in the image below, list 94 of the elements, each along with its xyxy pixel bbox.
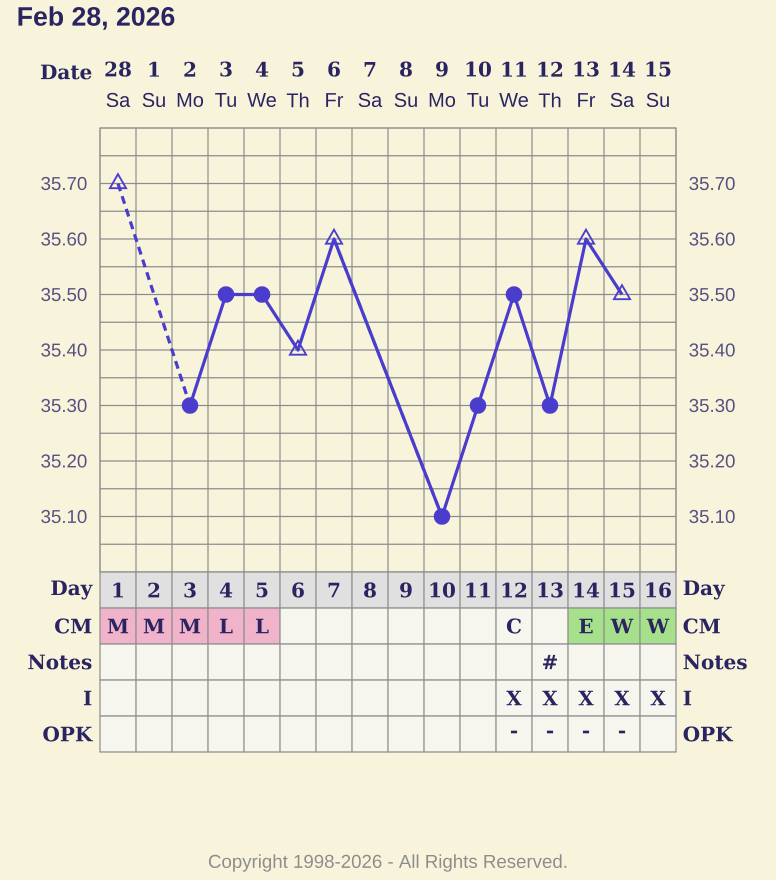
y-tick-label: CM bbox=[684, 618, 720, 634]
y-tick-label: 35.10 bbox=[41, 510, 87, 524]
x-tick-label: 15 bbox=[610, 582, 634, 598]
text: L bbox=[256, 618, 269, 634]
text: M bbox=[180, 618, 200, 634]
text: Tu bbox=[467, 93, 488, 107]
text: - bbox=[618, 730, 626, 734]
text: We bbox=[247, 93, 276, 107]
text: L bbox=[220, 618, 233, 634]
text: Su bbox=[394, 92, 417, 108]
text: Su bbox=[646, 92, 669, 108]
text: X bbox=[614, 690, 630, 706]
text: X bbox=[578, 690, 594, 706]
x-tick-label: 3 bbox=[220, 61, 232, 77]
x-tick-label: 12 bbox=[538, 62, 562, 77]
x-tick-label: 13 bbox=[574, 61, 599, 77]
text: Fr bbox=[326, 93, 344, 107]
text: Sa bbox=[358, 92, 382, 108]
point bbox=[182, 397, 198, 414]
y-tick-label: 35.30 bbox=[41, 398, 87, 412]
y-tick-label: 35.60 bbox=[41, 232, 87, 246]
text: M bbox=[144, 618, 164, 634]
x-tick-label: 16 bbox=[646, 582, 671, 598]
y-tick-label: 35.50 bbox=[41, 288, 87, 302]
x-tick-label: 4 bbox=[256, 62, 268, 77]
text: - bbox=[510, 730, 518, 734]
x-tick-label: 4 bbox=[220, 582, 232, 598]
text: Th bbox=[538, 92, 560, 108]
x-tick-label: 8 bbox=[364, 582, 376, 598]
chart-title: Feb 28, 2026 bbox=[18, 6, 174, 30]
text: We bbox=[499, 93, 528, 107]
x-tick-label: 11 bbox=[502, 62, 526, 77]
text: Mo bbox=[430, 93, 456, 107]
x-tick-label: 2 bbox=[184, 62, 196, 77]
text: Mo bbox=[178, 93, 204, 107]
text: X bbox=[650, 690, 666, 706]
point bbox=[324, 228, 344, 245]
x-axis-title: Day bbox=[684, 580, 726, 600]
y-tick-label: OPK bbox=[684, 726, 734, 742]
y-tick-label: Notes bbox=[684, 654, 747, 670]
text: Copyright 1998-2026 - All Rights Reserved. bbox=[208, 854, 566, 872]
point bbox=[542, 397, 558, 414]
text: - bbox=[582, 730, 590, 734]
x-tick-label: 10 bbox=[466, 61, 491, 77]
text: C bbox=[506, 618, 521, 634]
point bbox=[470, 397, 486, 414]
x-tick-label: 2 bbox=[148, 582, 160, 598]
text: W bbox=[646, 618, 670, 634]
x-tick-label: 9 bbox=[400, 582, 412, 598]
text: Th bbox=[286, 92, 308, 108]
text: Sa bbox=[610, 92, 634, 108]
x-tick-label: 5 bbox=[256, 582, 268, 598]
x-tick-label: 11 bbox=[466, 582, 490, 598]
text: X bbox=[506, 690, 522, 706]
x-axis-title: Date bbox=[40, 64, 92, 80]
text: # bbox=[542, 654, 558, 670]
point bbox=[434, 508, 450, 525]
x-tick-label: 7 bbox=[328, 582, 340, 598]
x-tick-label: 3 bbox=[184, 582, 196, 598]
text: E bbox=[579, 618, 593, 634]
text: Sa bbox=[106, 92, 130, 108]
x-tick-label: 9 bbox=[436, 61, 448, 77]
x-tick-label: 12 bbox=[502, 582, 526, 598]
point bbox=[576, 228, 596, 245]
text: Day bbox=[51, 580, 93, 600]
y-tick-label: I bbox=[684, 690, 692, 706]
x-tick-label: 28 bbox=[105, 61, 131, 77]
x-tick-label: 10 bbox=[430, 582, 455, 598]
text: Fr bbox=[578, 93, 596, 107]
y-tick-label: 35.40 bbox=[41, 343, 87, 357]
text: M bbox=[108, 618, 128, 634]
point bbox=[218, 286, 234, 303]
point bbox=[254, 286, 270, 303]
point bbox=[108, 173, 128, 190]
x-tick-label: 1 bbox=[149, 62, 159, 77]
x-tick-label: 6 bbox=[292, 582, 304, 598]
text: - bbox=[546, 730, 554, 734]
text: X bbox=[542, 690, 558, 706]
x-tick-label: 14 bbox=[610, 62, 636, 77]
text: W bbox=[610, 618, 634, 634]
x-tick-label: 8 bbox=[400, 61, 412, 77]
text: Tu bbox=[215, 93, 236, 107]
y-tick-label: 35.20 bbox=[41, 454, 87, 468]
x-tick-label: 15 bbox=[646, 61, 670, 77]
point bbox=[506, 286, 522, 303]
x-tick-label: 5 bbox=[292, 62, 304, 77]
x-tick-label: 6 bbox=[328, 61, 340, 77]
point bbox=[612, 284, 632, 300]
x-tick-label: 1 bbox=[113, 582, 123, 598]
x-tick-label: 14 bbox=[574, 582, 600, 598]
x-tick-label: 7 bbox=[364, 62, 376, 77]
text: Su bbox=[142, 92, 165, 108]
x-tick-label: 13 bbox=[538, 582, 563, 598]
y-tick-label: 35.70 bbox=[41, 176, 87, 190]
